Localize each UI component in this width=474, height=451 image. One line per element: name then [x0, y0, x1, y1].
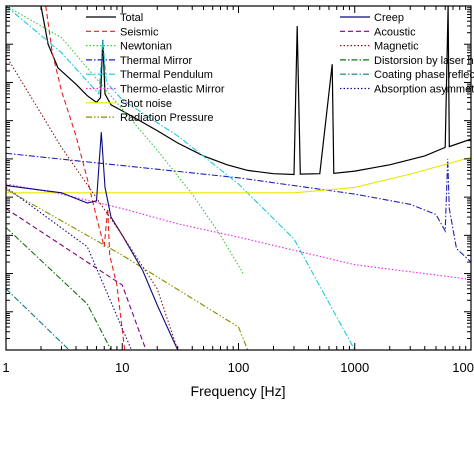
legend-entry-thermo-elastic-mirror: Thermo-elastic Mirror — [86, 84, 225, 96]
series-line-absorption-asymmetry — [6, 186, 133, 350]
series-line-distorsion-by-laser-heating — [6, 227, 112, 350]
legend-entry-magnetic: Magnetic — [340, 41, 419, 53]
legend-label: Shot noise — [120, 98, 172, 110]
legend-entry-thermal-mirror: Thermal Mirror — [86, 55, 192, 67]
legend-entry-total: Total — [86, 12, 143, 24]
series-line-creep — [6, 132, 179, 350]
legend-label: Thermo-elastic Mirror — [120, 84, 225, 96]
legend: Total Seismic Newtonian Thermal Mirror Therm… — [86, 12, 474, 124]
legend-entry-newtonian: Newtonian — [86, 41, 172, 53]
series-line-magnetic — [6, 55, 179, 350]
legend-entry-distorsion-by-laser-heating: Distorsion by laser heating — [340, 55, 474, 67]
x-axis-title: Frequency [Hz] — [191, 383, 286, 399]
x-tick-labels: 1 10 100 1000 100 — [2, 360, 474, 375]
series-line-coating-phase-reflectivity — [6, 288, 70, 350]
x-tick-label: 1 — [2, 360, 9, 375]
legend-entry-absorption-asymmetry: Absorption asymmetry — [340, 84, 474, 96]
series-line-thermal-pendulum — [6, 6, 356, 350]
legend-entry-thermal-pendulum: Thermal Pendulum — [86, 69, 213, 81]
series-line-thermo-elastic-mirror — [6, 183, 471, 281]
axis-ticks — [5, 6, 471, 351]
legend-label: Creep — [374, 12, 404, 24]
legend-entry-coating-phase-reflectivity: Coating phase reflectivity — [340, 69, 474, 81]
series-line-newtonian — [6, 6, 244, 274]
legend-label: Thermal Pendulum — [120, 69, 213, 81]
plot-frame — [5, 5, 472, 351]
legend-label: Thermal Mirror — [120, 55, 192, 67]
series-line-acoustic — [6, 208, 147, 350]
x-tick-label: 10 — [115, 360, 129, 375]
legend-label: Radiation Pressure — [120, 112, 214, 124]
legend-label: Acoustic — [374, 26, 416, 38]
series-line-radiation-pressure — [6, 188, 249, 350]
legend-entry-shot-noise: Shot noise — [86, 98, 172, 110]
legend-entry-creep: Creep — [340, 12, 404, 24]
series-line-seismic — [45, 6, 126, 350]
legend-label: Distorsion by laser heating — [374, 55, 474, 67]
x-tick-label: 1000 — [340, 360, 369, 375]
series-line-shot-noise — [6, 156, 471, 194]
x-tick-label: 100 — [228, 360, 250, 375]
legend-entry-acoustic: Acoustic — [340, 26, 416, 38]
legend-label: Total — [120, 12, 143, 24]
series-line-thermal-mirror — [6, 152, 471, 263]
legend-entry-seismic: Seismic — [86, 26, 159, 38]
legend-label: Magnetic — [374, 41, 419, 53]
legend-entry-radiation-pressure: Radiation Pressure — [86, 112, 214, 124]
legend-label: Seismic — [120, 26, 159, 38]
x-tick-label: 100 — [452, 360, 474, 375]
legend-label: Coating phase reflectivity — [374, 69, 474, 81]
series-curves — [6, 6, 471, 350]
legend-label: Newtonian — [120, 41, 172, 53]
legend-label: Absorption asymmetry — [374, 84, 474, 96]
